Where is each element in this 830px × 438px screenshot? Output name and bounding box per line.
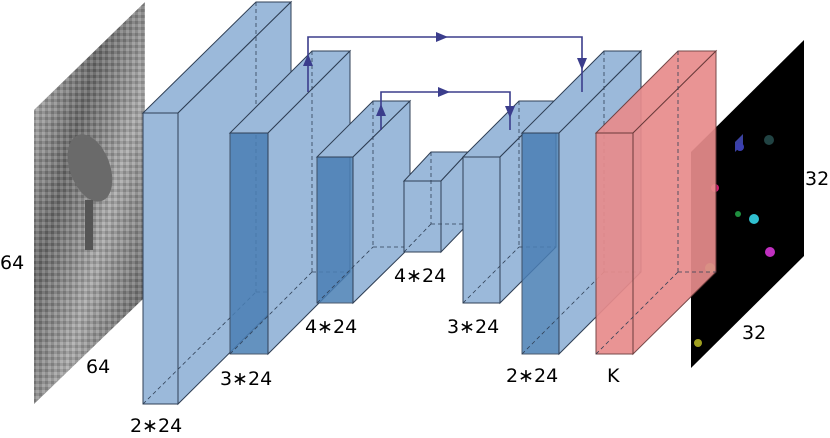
skip-connection-inner (376, 87, 515, 130)
encoder-block-1-label: 2∗24 (130, 415, 182, 437)
encoder-block-3 (315, 99, 412, 305)
encoder-block-2-label: 3∗24 (220, 368, 272, 390)
bottleneck-label: 4∗24 (394, 265, 446, 287)
output-height-label: 32 (805, 168, 829, 190)
decoder-block-2-label: 2∗24 (506, 365, 558, 387)
input-height-label: 64 (0, 252, 24, 274)
decoder-block-3-label: 3∗24 (447, 316, 499, 338)
output-layer-label: K (607, 365, 620, 387)
encoder-block-3-label: 4∗24 (305, 316, 357, 338)
input-image (34, 2, 145, 404)
input-width-label: 64 (86, 356, 110, 378)
output-layer-k (594, 49, 718, 356)
output-width-label: 32 (742, 322, 766, 344)
bottleneck-block (402, 150, 470, 254)
skip-connection-outer (303, 32, 587, 92)
